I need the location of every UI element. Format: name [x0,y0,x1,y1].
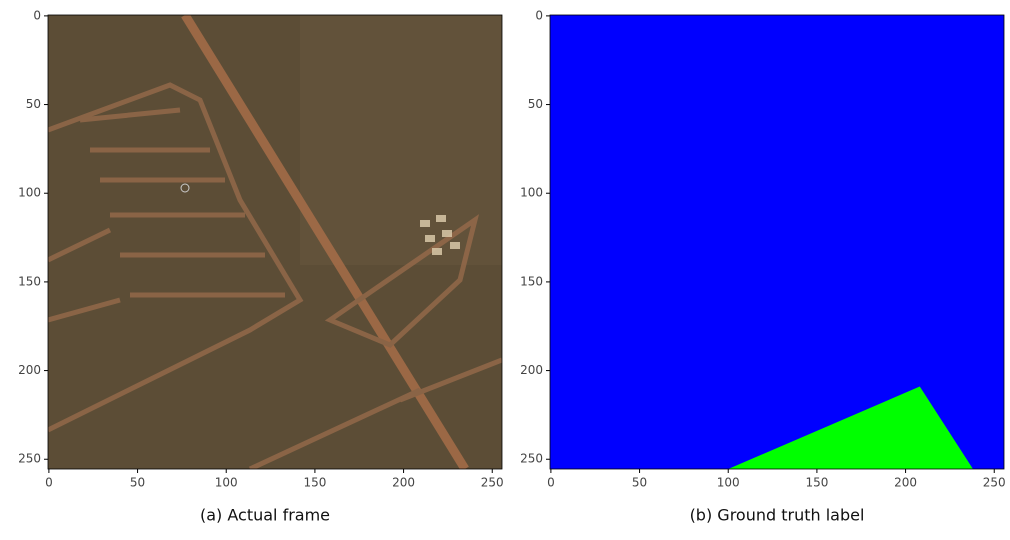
y-tick-label: 200 [18,363,41,377]
caption: (b) Ground truth label [690,506,865,525]
y-tick-label: 150 [18,274,41,288]
y-tick-label: 250 [520,452,543,466]
x-tick-label: 100 [215,476,238,490]
y-tick-label: 0 [535,8,543,22]
caption: (a) Actual frame [200,506,330,525]
x-tick-label: 150 [303,476,326,490]
y-tick-label: 100 [520,186,543,200]
x-tick-label: 0 [45,476,53,490]
y-tick-label: 50 [528,97,543,111]
x-tick-label: 250 [481,476,504,490]
x-tick-label: 100 [717,476,740,490]
y-tick-label: 150 [520,274,543,288]
satellite-image [48,15,502,469]
y-tick-label: 200 [520,363,543,377]
x-tick-label: 200 [894,476,917,490]
x-tick-label: 50 [130,476,145,490]
x-tick-label: 150 [805,476,828,490]
label-background [550,15,1004,469]
figure: (a) Actual frame (b) Ground truth label … [0,0,1010,540]
x-tick-label: 250 [983,476,1006,490]
x-tick-label: 50 [632,476,647,490]
x-tick-label: 200 [392,476,415,490]
y-tick-label: 250 [18,452,41,466]
x-tick-label: 0 [547,476,555,490]
y-tick-label: 100 [18,186,41,200]
y-tick-label: 0 [33,8,41,22]
y-tick-label: 50 [26,97,41,111]
